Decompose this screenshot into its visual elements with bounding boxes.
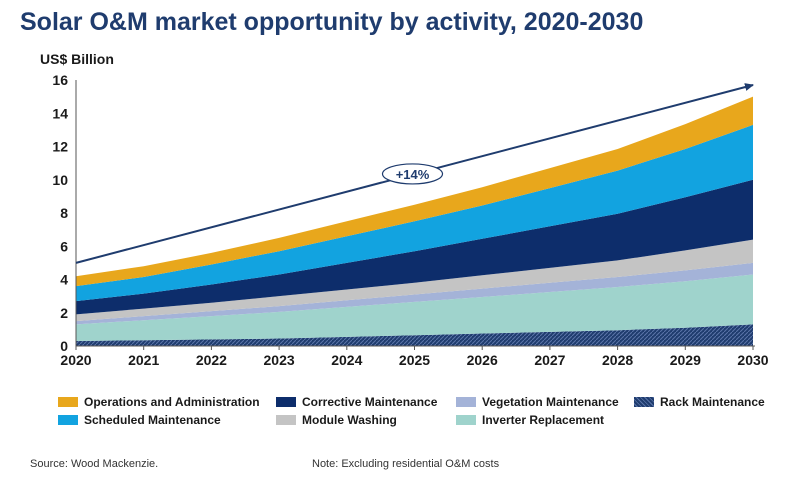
legend-item-inverter-replacement: Inverter Replacement [456, 413, 634, 427]
legend-label: Scheduled Maintenance [84, 413, 221, 427]
x-tick-label: 2025 [399, 352, 430, 368]
legend-item-rack-maintenance: Rack Maintenance [634, 395, 774, 409]
y-tick-label: 8 [60, 205, 68, 221]
legend-label: Corrective Maintenance [302, 395, 438, 409]
x-tick-label: 2022 [196, 352, 227, 368]
x-tick-label: 2021 [128, 352, 159, 368]
legend-label: Inverter Replacement [482, 413, 605, 427]
y-tick-label: 16 [52, 72, 68, 88]
legend-swatch [58, 397, 78, 407]
chart-plot: 0 2 4 6 8 10 12 14 16 2020 2021 2022 2023 2024 2025 202… [52, 72, 768, 368]
area-module-washing [76, 239, 753, 322]
area-operations-and-administration [76, 96, 753, 287]
x-tick-label: 2026 [467, 352, 498, 368]
y-tick-label: 10 [52, 172, 68, 188]
area-inverter-replacement [76, 274, 753, 341]
y-tick-label: 4 [60, 272, 68, 288]
legend-item-scheduled-maintenance: Scheduled Maintenance [58, 413, 276, 427]
x-tick-label: 2027 [534, 352, 565, 368]
y-tick-label: 0 [60, 338, 68, 354]
x-tick-label: 2024 [331, 352, 362, 368]
area-corrective-maintenance [76, 179, 753, 315]
legend-item-module-washing: Module Washing [276, 413, 456, 427]
x-tick-label: 2029 [670, 352, 701, 368]
y-tick-label: 2 [60, 305, 68, 321]
chart-title: Solar O&M market opportunity by activity… [20, 8, 644, 36]
legend-swatch [276, 397, 296, 407]
legend-label: Rack Maintenance [660, 395, 765, 409]
legend-item-operations-and-administration: Operations and Administration [58, 395, 276, 409]
growth-rate-label: +14% [396, 167, 430, 182]
legend-swatch [276, 415, 296, 425]
source-note: Source: Wood Mackenzie. [30, 458, 159, 470]
x-tick-label: 2020 [60, 352, 91, 368]
legend-label: Vegetation Maintenance [482, 395, 619, 409]
legend-swatch [58, 415, 78, 425]
footnote: Note: Excluding residential O&M costs [312, 458, 500, 470]
x-tick-label: 2023 [264, 352, 295, 368]
y-axis-label: US$ Billion [40, 51, 114, 67]
growth-label-badge [381, 163, 444, 185]
area-vegetation-maintenance [76, 262, 753, 325]
legend-swatch [456, 397, 476, 407]
legend-label: Module Washing [302, 413, 397, 427]
y-tick-label: 12 [52, 139, 68, 155]
legend-swatch [634, 397, 654, 407]
legend-item-vegetation-maintenance: Vegetation Maintenance [456, 395, 634, 409]
legend-label: Operations and Administration [84, 395, 260, 409]
legend-swatch [456, 415, 476, 425]
x-tick-label: 2028 [602, 352, 633, 368]
x-tick-label: 2030 [737, 352, 768, 368]
chart-legend: Operations and Administration Corrective … [58, 395, 778, 427]
area-scheduled-maintenance [76, 124, 753, 302]
y-tick-label: 6 [60, 238, 68, 254]
legend-item-corrective-maintenance: Corrective Maintenance [276, 395, 456, 409]
y-tick-label: 14 [52, 105, 68, 121]
